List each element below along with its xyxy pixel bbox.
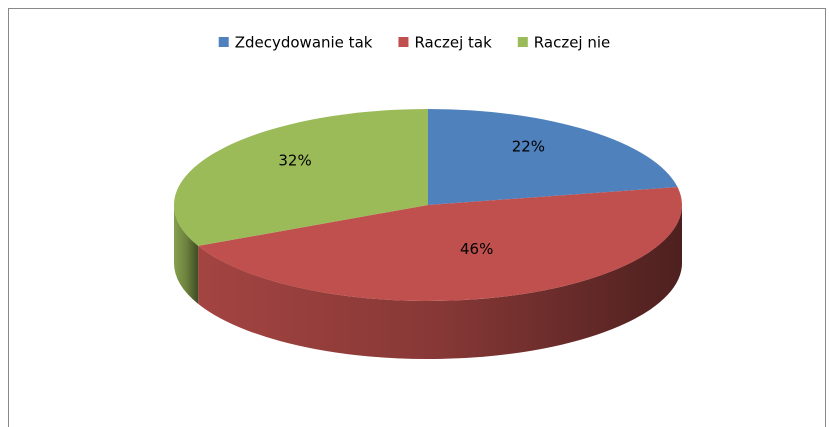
data-label: 32% [278, 152, 311, 170]
legend-swatch [517, 37, 528, 47]
legend-label: Raczej nie [534, 34, 610, 52]
data-labels: 22% 46% 32% [278, 138, 545, 258]
slice [198, 187, 682, 302]
pie-sides [174, 205, 682, 359]
legend-swatch [398, 37, 409, 47]
data-label: 46% [460, 240, 493, 258]
legend-label: Raczej tak [414, 34, 492, 52]
slice [173, 109, 428, 246]
legend-swatch [218, 37, 229, 47]
slice-side-shade [174, 205, 199, 304]
legend: Zdecydowanie tak Raczej tak Raczej nie [218, 34, 610, 52]
slice-side-shade [198, 205, 682, 359]
legend-label: Zdecydowanie tak [235, 34, 373, 52]
pie-tops [173, 109, 682, 302]
data-label: 22% [512, 138, 545, 156]
slice [428, 109, 678, 205]
